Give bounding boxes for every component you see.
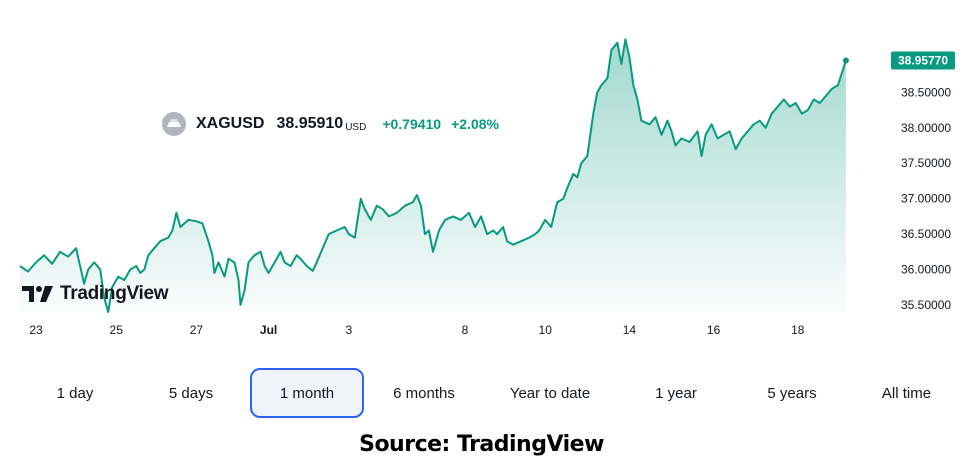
tradingview-logo-icon (22, 286, 53, 302)
range-label: 1 year (655, 384, 697, 402)
tradingview-watermark[interactable]: TradingView (22, 283, 169, 305)
range-1-day[interactable]: 1 day (17, 368, 133, 418)
range-label: 6 months (393, 384, 455, 402)
y-tick-label: 36.00000 (901, 263, 951, 277)
source-caption: Source: TradingView (359, 432, 604, 457)
range-6-months[interactable]: 6 months (366, 368, 482, 418)
x-tick-label: Jul (260, 323, 277, 337)
range-label: 1 day (56, 384, 94, 402)
x-tick-label: 16 (707, 323, 721, 337)
current-price: 38.95910 (276, 115, 344, 132)
range-all-time[interactable]: All time (850, 368, 963, 418)
y-tick-label: 37.00000 (901, 192, 951, 206)
range-label: Year to date (509, 384, 591, 402)
range-5-years[interactable]: 5 years (734, 368, 850, 418)
y-tick-label: 38.00000 (901, 121, 951, 135)
range-1-month[interactable]: 1 month (250, 368, 364, 418)
x-tick-label: 25 (110, 323, 124, 337)
price-currency: USD (345, 122, 367, 133)
range-label: All time (881, 384, 932, 402)
x-tick-label: 10 (539, 323, 553, 337)
time-range-selector: 1 day 5 days 1 month 6 months Year to da… (0, 368, 963, 418)
range-label: 5 years (767, 384, 817, 402)
x-tick-label: 3 (345, 323, 352, 337)
last-price-label: 38.95770 (898, 54, 948, 68)
range-5-days[interactable]: 5 days (133, 368, 249, 418)
y-tick-label: 36.50000 (901, 227, 951, 241)
price-change-percent: +2.08% (451, 116, 499, 132)
symbol-name: XAGUSD (196, 115, 265, 132)
y-tick-label: 38.50000 (901, 85, 951, 99)
price-change: +0.79410 (382, 116, 442, 132)
x-tick-label: 18 (791, 323, 805, 337)
tradingview-wordmark: TradingView (60, 283, 169, 304)
last-point-marker (842, 57, 849, 64)
series-area (20, 39, 846, 313)
x-tick-label: 27 (190, 323, 204, 337)
range-year-to-date[interactable]: Year to date (482, 368, 618, 418)
x-tick-label: 14 (623, 323, 637, 337)
symbol-legend: XAGUSD 38.95910 USD +0.79410 +2.08% (162, 112, 499, 136)
range-label: 1 month (279, 384, 335, 402)
range-label: 5 days (168, 384, 214, 402)
price-chart[interactable]: 35.50000 36.00000 36.50000 37.00000 37.50000… (0, 0, 963, 345)
chart-canvas[interactable]: 35.50000 36.00000 36.50000 37.00000 37.50000… (0, 0, 963, 345)
range-1-year[interactable]: 1 year (618, 368, 734, 418)
y-tick-label: 37.50000 (901, 156, 951, 170)
last-price-badge (891, 51, 955, 70)
y-tick-label: 35.50000 (901, 298, 951, 312)
silver-bar-icon (162, 112, 186, 136)
series-line (19, 38, 847, 313)
x-tick-label: 23 (29, 323, 43, 337)
x-tick-label: 8 (462, 323, 469, 337)
